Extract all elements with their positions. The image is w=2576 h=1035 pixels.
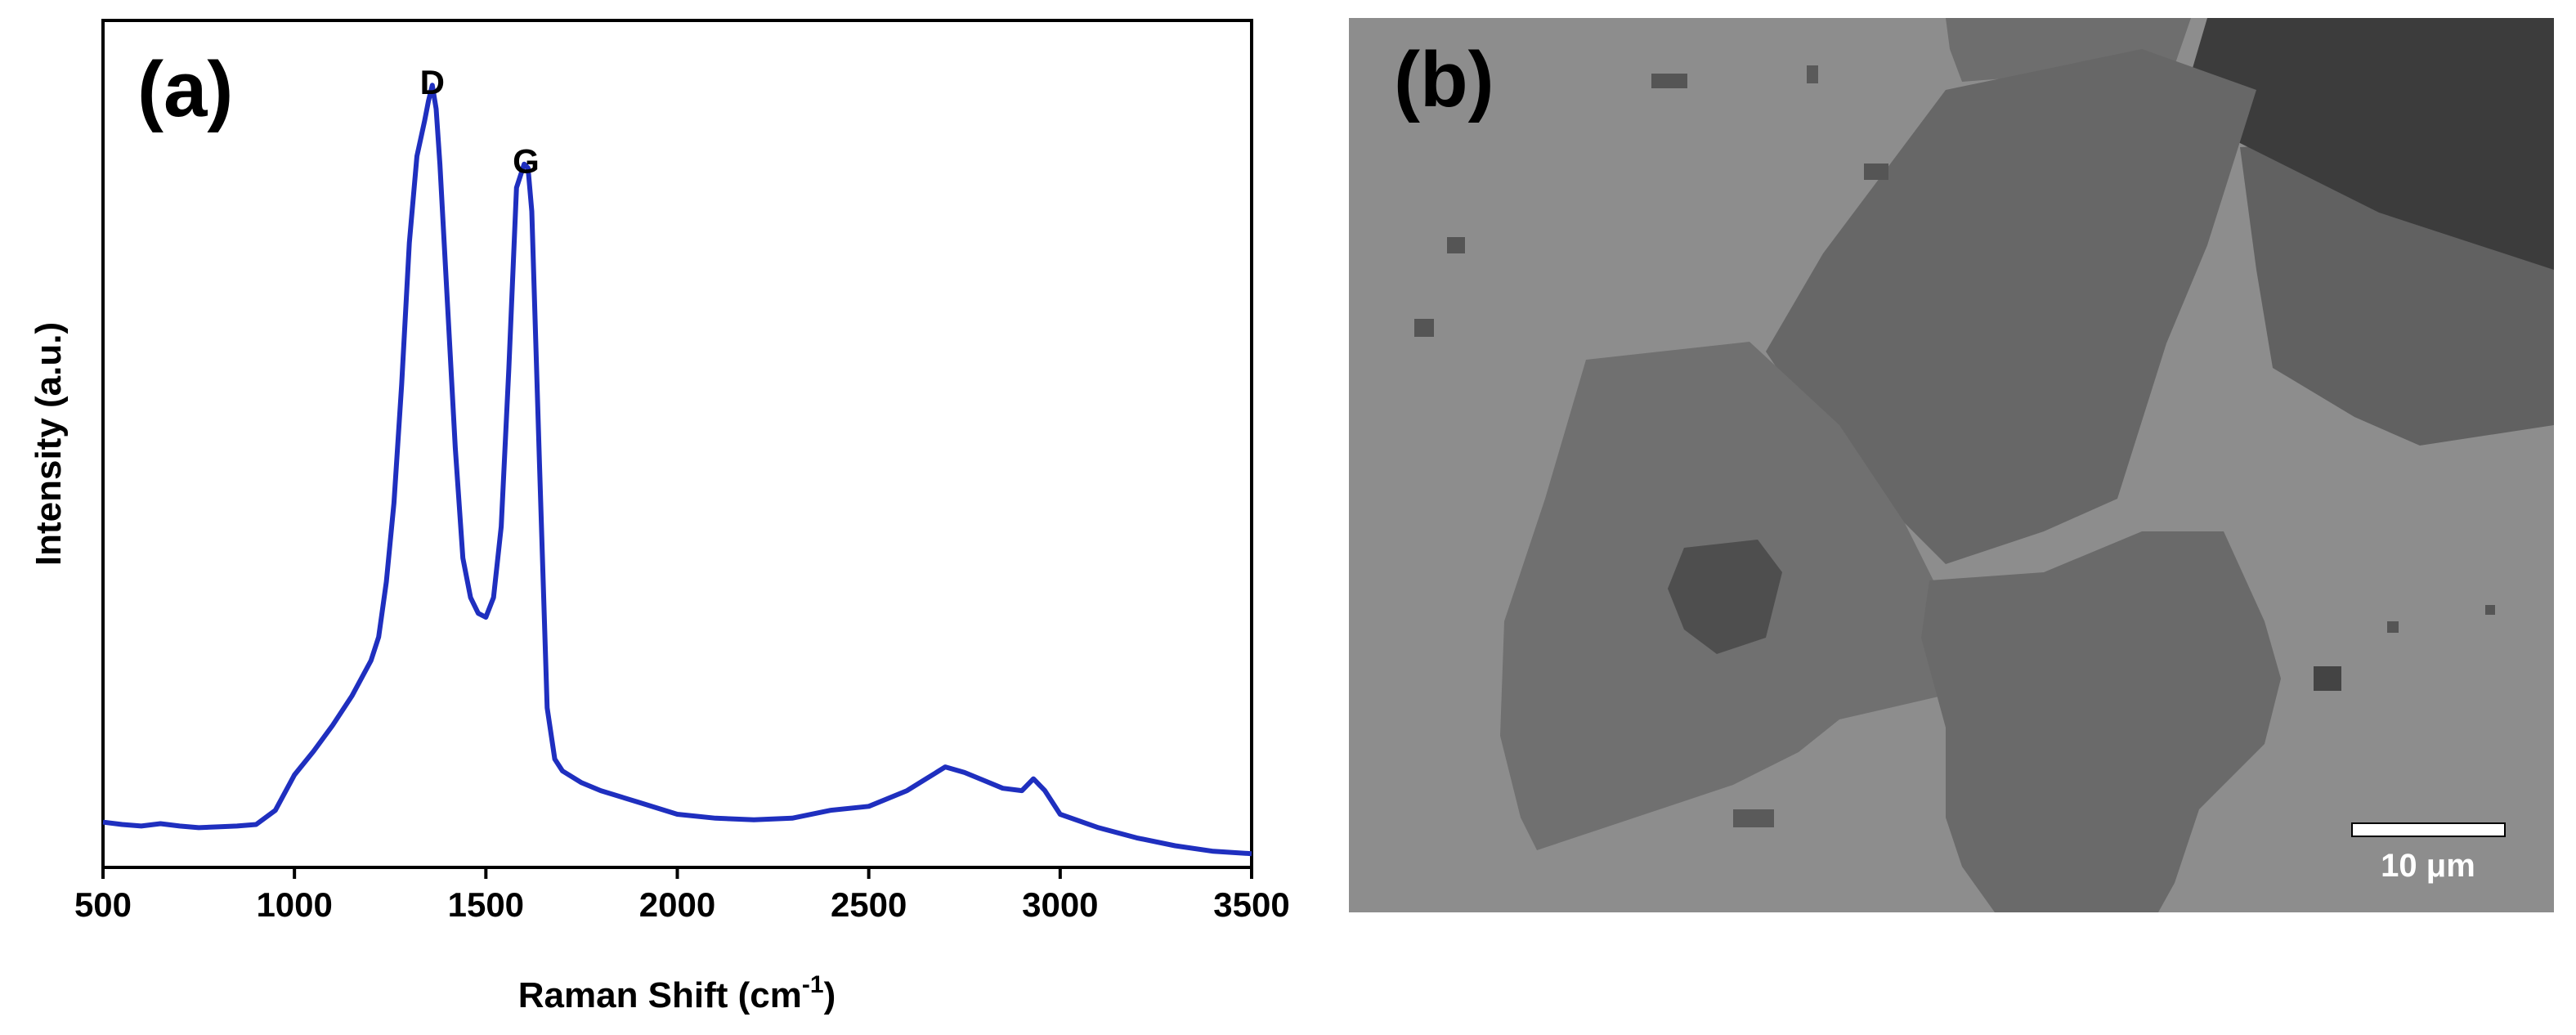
flake-left-dark-patch [1668, 540, 1782, 654]
scale-bar-label: 10 μm [2381, 848, 2475, 884]
debris-speck [1864, 164, 1888, 180]
y-axis-label: Intensity (a.u.) [29, 322, 69, 566]
x-tick-label: 1000 [256, 885, 332, 924]
panel-a-label: (a) [137, 46, 233, 133]
peak-label-g: G [513, 142, 540, 181]
sem-micrograph: (b) 10 μm [1349, 18, 2554, 912]
flake-top-right-dark [2191, 18, 2554, 270]
x-tick-label: 3000 [1022, 885, 1098, 924]
x-tick-label: 3500 [1213, 885, 1289, 924]
x-tick-label: 500 [74, 885, 132, 924]
debris-speck [2485, 605, 2495, 615]
x-tick-label: 2000 [639, 885, 715, 924]
plot-frame [101, 19, 1253, 869]
x-axis-label: Raman Shift (cm-1) [518, 971, 836, 1015]
x-axis-tick-labels: 500 1000 1500 2000 2500 3000 3500 [74, 885, 1290, 924]
raman-chart: 500 1000 1500 2000 2500 3000 3500 D G (a) Rama… [29, 19, 1290, 1015]
x-axis-ticks [101, 867, 1253, 879]
debris-speck [1807, 65, 1818, 83]
panel-b-label: (b) [1394, 36, 1494, 123]
debris-speck [1414, 319, 1434, 337]
peak-label-d: D [420, 63, 445, 101]
debris-speck [1447, 237, 1465, 253]
debris-speck [1651, 74, 1687, 88]
debris-speck [1733, 809, 1774, 827]
debris-speck [2387, 621, 2399, 633]
debris-speck [2314, 666, 2341, 691]
scale-bar [2351, 822, 2506, 837]
series-line-raman [102, 83, 1252, 857]
flake-right-middle [1921, 531, 2281, 912]
x-tick-label: 2500 [831, 885, 907, 924]
x-tick-label: 1500 [448, 885, 524, 924]
